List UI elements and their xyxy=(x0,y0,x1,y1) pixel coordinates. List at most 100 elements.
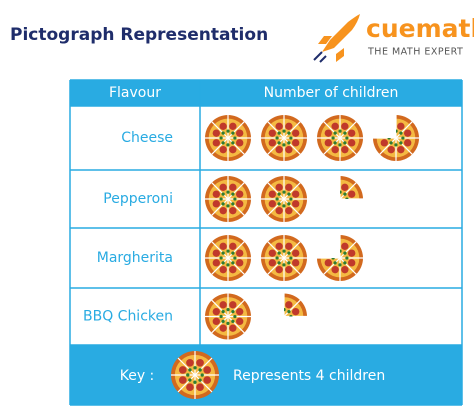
category-label: Cheese xyxy=(121,130,173,146)
pepperoni xyxy=(285,301,293,309)
olive xyxy=(333,202,336,205)
olive xyxy=(389,131,393,135)
pepperoni xyxy=(348,259,356,267)
key-text: Represents 4 children xyxy=(233,368,385,384)
pepperoni xyxy=(275,122,283,130)
pepperoni xyxy=(236,139,244,147)
pepperoni xyxy=(268,249,276,257)
pepperoni xyxy=(348,139,356,147)
pepperoni xyxy=(285,207,293,215)
pepperoni xyxy=(341,122,349,130)
olive xyxy=(333,251,337,255)
pepperoni xyxy=(397,122,405,130)
pizza-cut xyxy=(323,121,357,155)
pepperoni xyxy=(203,376,212,384)
pepperoni xyxy=(236,249,244,257)
pizza-cut xyxy=(323,241,357,275)
pepperoni xyxy=(229,146,237,154)
olive xyxy=(277,320,280,323)
olive xyxy=(287,251,291,255)
pepperoni xyxy=(212,249,220,257)
rocket-trail xyxy=(313,51,327,63)
olive xyxy=(334,192,337,195)
olive xyxy=(345,197,349,199)
pepperoni xyxy=(331,184,338,191)
pictograph-mark xyxy=(205,176,363,222)
pepperoni xyxy=(236,190,244,198)
olive xyxy=(186,373,190,377)
pizza-icon xyxy=(205,115,251,161)
tagline: THE MATH EXPERT xyxy=(367,47,463,58)
olive xyxy=(277,131,281,135)
olive xyxy=(226,263,230,267)
pepperoni xyxy=(324,249,332,257)
olive xyxy=(277,202,281,206)
olive xyxy=(277,141,281,145)
key-label: Key : xyxy=(120,368,155,384)
olive xyxy=(287,131,291,135)
pepperoni xyxy=(219,266,227,274)
olive xyxy=(226,307,230,312)
pepperoni xyxy=(229,301,237,309)
pepperoni xyxy=(269,308,276,315)
pizza-cut xyxy=(267,182,301,216)
olive xyxy=(275,315,278,318)
pictograph-table: Flavour Number of children Cheese Pepperoni… xyxy=(69,79,463,406)
olive xyxy=(282,263,286,267)
pepperoni xyxy=(203,366,212,374)
pizza-icon xyxy=(317,235,363,281)
pepperoni xyxy=(331,207,338,214)
pepperoni xyxy=(219,146,227,154)
olive xyxy=(226,129,230,133)
pepperoni xyxy=(275,146,283,154)
pepperoni xyxy=(341,146,349,154)
pepperoni xyxy=(212,190,220,198)
pizza-icon xyxy=(205,176,251,222)
pepperoni xyxy=(292,249,300,257)
olive xyxy=(277,261,281,265)
olive xyxy=(231,141,235,145)
olive xyxy=(289,197,293,201)
olive xyxy=(231,310,235,314)
olive xyxy=(193,380,197,384)
pepperoni xyxy=(229,207,237,215)
pepperoni xyxy=(348,200,355,207)
pizza-cut xyxy=(211,241,245,275)
pepperoni xyxy=(387,122,395,130)
olive xyxy=(282,322,285,325)
olive xyxy=(394,143,398,147)
pictograph-mark xyxy=(205,293,307,340)
pepperoni xyxy=(219,324,227,332)
pepperoni xyxy=(268,259,276,267)
pepperoni xyxy=(331,242,339,250)
olive xyxy=(221,202,225,206)
olive xyxy=(231,192,235,196)
olive xyxy=(233,314,237,319)
pepperoni xyxy=(229,242,237,250)
pepperoni xyxy=(325,200,332,207)
pepperoni xyxy=(219,301,227,309)
olive xyxy=(284,307,286,312)
olive xyxy=(345,136,349,140)
pepperoni xyxy=(348,190,356,198)
olive xyxy=(338,263,342,267)
olive xyxy=(340,190,342,194)
pepperoni xyxy=(236,259,244,267)
pepperoni xyxy=(268,139,276,147)
olive xyxy=(188,368,192,372)
olive xyxy=(287,202,291,206)
pepperoni xyxy=(285,122,293,130)
pizza-icon xyxy=(205,293,251,340)
pepperoni xyxy=(292,190,300,198)
olive xyxy=(221,251,225,255)
olive xyxy=(338,249,342,253)
olive xyxy=(289,136,293,140)
chart-title: Pictograph Representation xyxy=(10,25,268,45)
olive xyxy=(338,204,341,207)
pizza-icon xyxy=(325,176,363,214)
pepperoni xyxy=(186,358,194,367)
key-icon xyxy=(171,351,219,399)
olive xyxy=(231,131,235,135)
olive xyxy=(389,141,393,145)
